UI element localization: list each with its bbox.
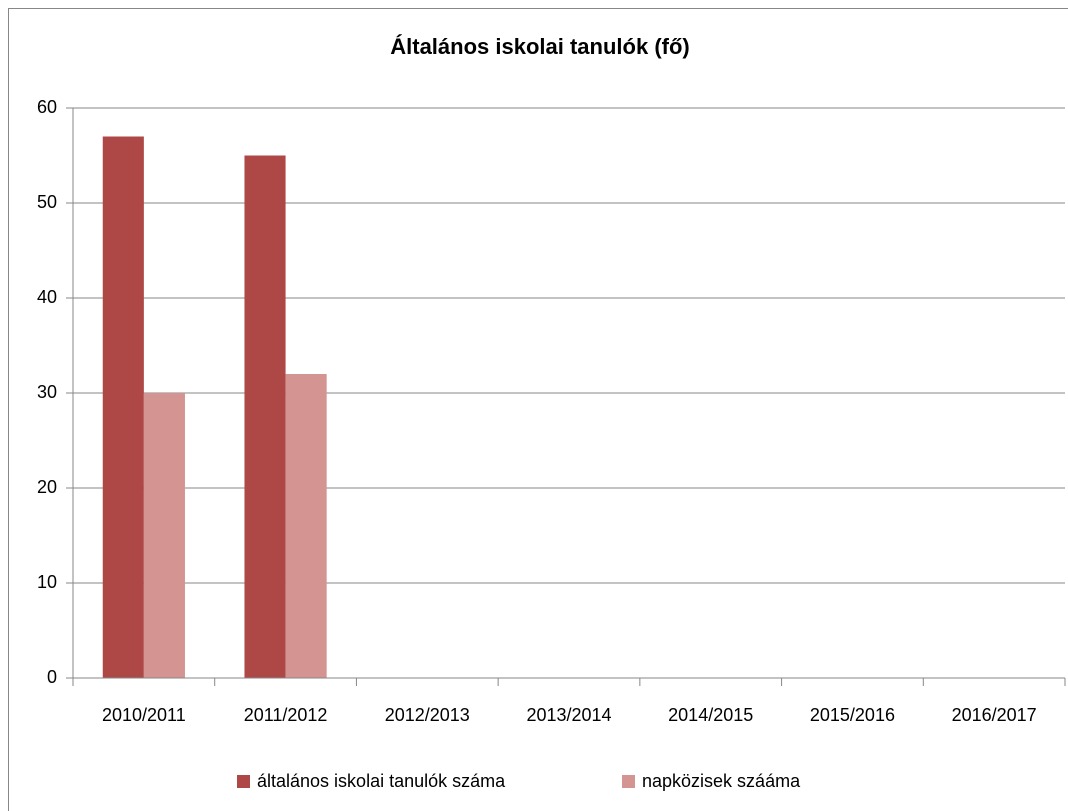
y-tick-label: 20 xyxy=(37,477,57,497)
y-tick-label: 30 xyxy=(37,382,57,402)
chart-title: Általános iskolai tanulók (fő) xyxy=(390,34,689,59)
y-tick-label: 50 xyxy=(37,192,57,212)
y-tick-label: 0 xyxy=(47,667,57,687)
y-tick-label: 60 xyxy=(37,97,57,117)
x-tick-label: 2013/2014 xyxy=(526,705,611,725)
bar xyxy=(102,136,144,678)
x-tick-label: 2010/2011 xyxy=(102,705,186,725)
x-tick-label: 2016/2017 xyxy=(952,705,1037,725)
legend-swatch xyxy=(622,775,635,788)
bar xyxy=(244,155,286,678)
x-tick-label: 2011/2012 xyxy=(244,705,328,725)
bar xyxy=(285,374,327,678)
legend-label: napközisek szááma xyxy=(642,771,801,791)
x-tick-label: 2014/2015 xyxy=(668,705,753,725)
legend-swatch xyxy=(237,775,250,788)
bar xyxy=(143,393,185,678)
legend-label: általános iskolai tanulók száma xyxy=(257,771,506,791)
x-tick-label: 2015/2016 xyxy=(810,705,895,725)
y-tick-label: 10 xyxy=(37,572,57,592)
x-tick-label: 2012/2013 xyxy=(385,705,470,725)
chart-frame xyxy=(8,8,1068,811)
y-tick-label: 40 xyxy=(37,287,57,307)
